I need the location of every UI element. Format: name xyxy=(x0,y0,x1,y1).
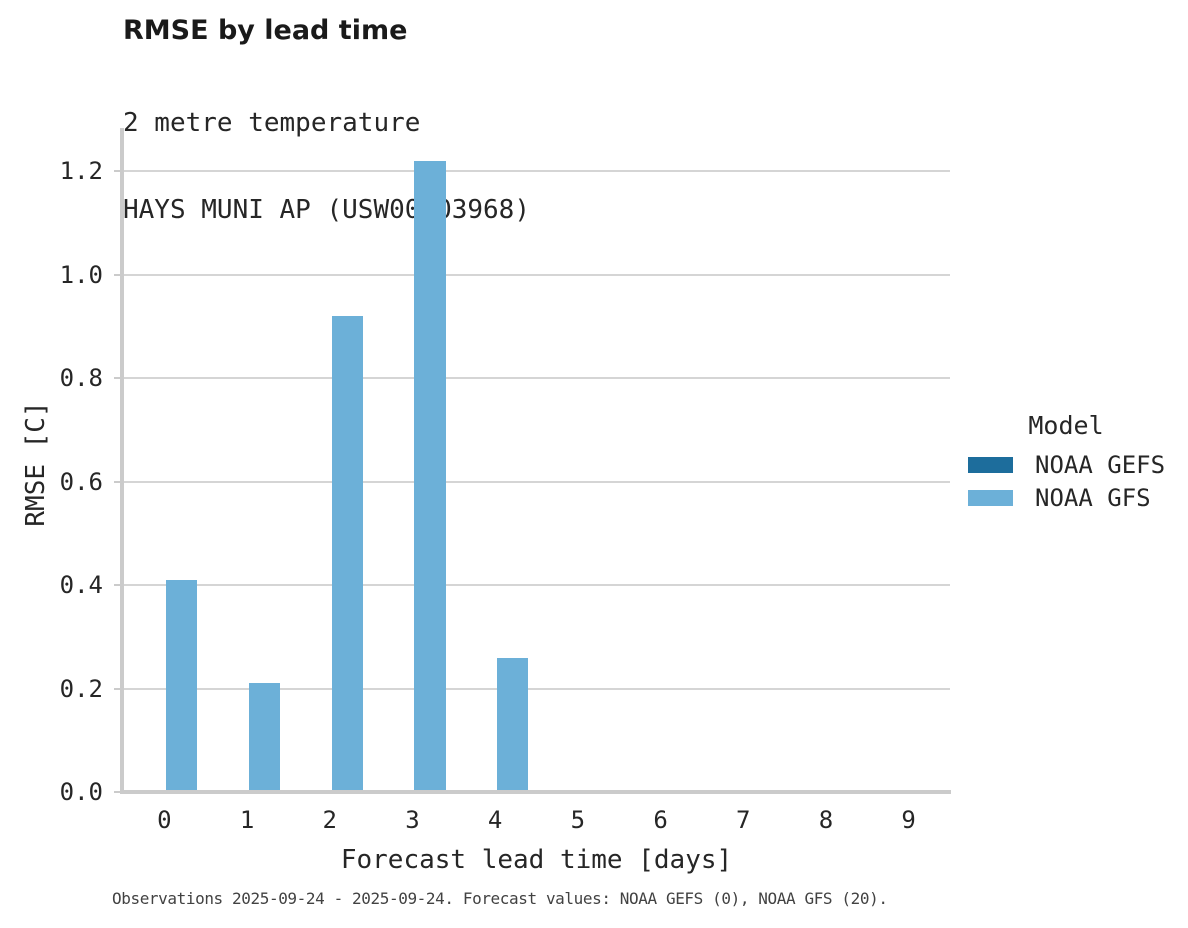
y-tick-label: 0.0 xyxy=(59,778,103,806)
x-tick-label-6: 6 xyxy=(653,806,668,834)
gridline-y-1.2 xyxy=(123,170,950,173)
y-tick-label: 1.2 xyxy=(59,157,103,186)
x-axis-spine xyxy=(120,790,951,794)
bar-noaa-gfs-lead-4 xyxy=(497,657,529,792)
legend-label: NOAA GFS xyxy=(1035,483,1151,512)
x-tick-label-1: 1 xyxy=(239,806,255,834)
legend-swatch-noaa-gefs xyxy=(968,456,1013,473)
y-axis-spine xyxy=(120,128,124,794)
x-tick-label-9: 9 xyxy=(901,806,916,834)
bar-noaa-gfs-lead-2 xyxy=(331,316,363,792)
legend-swatch-noaa-gfs xyxy=(968,489,1013,506)
gridline-y-0.8 xyxy=(123,377,950,380)
y-tick-mark xyxy=(114,273,121,276)
gridline-y-0.4 xyxy=(123,584,950,587)
legend-item-noaa-gfs: NOAA GFS xyxy=(960,481,1172,514)
x-tick-label-0: 0 xyxy=(157,806,172,834)
gridline-y-0.6 xyxy=(123,480,950,483)
legend-title: Model xyxy=(1028,411,1104,440)
x-tick-label-2: 2 xyxy=(322,806,337,834)
y-tick-label: 0.4 xyxy=(59,571,103,600)
caption: Observations 2025-09-24 - 2025-09-24. Fo… xyxy=(112,889,888,908)
plot-area: 0.0 0.2 0.4 0.6 0.8 1.0 1.2 0 1 2 3 4 5 6 7 8 9 xyxy=(60,128,951,834)
x-tick-label-7: 7 xyxy=(736,806,751,834)
bar-noaa-gfs-lead-1 xyxy=(249,683,281,792)
x-tick-label-5: 5 xyxy=(570,806,586,834)
bar-noaa-gfs-lead-3 xyxy=(414,161,446,792)
y-tick-label: 0.8 xyxy=(59,364,103,393)
chart-subtitle-variable: 2 metre temperature xyxy=(123,108,421,138)
legend-item-noaa-gefs: NOAA GEFS xyxy=(960,448,1172,481)
y-tick-mark xyxy=(114,480,121,483)
y-tick-label: 0.6 xyxy=(59,467,103,496)
y-tick-mark xyxy=(114,170,121,173)
x-tick-label-4: 4 xyxy=(487,806,503,834)
y-tick-mark xyxy=(114,687,121,690)
chart-title: RMSE by lead time xyxy=(123,15,408,46)
y-tick-mark xyxy=(114,377,121,380)
legend-label: NOAA GEFS xyxy=(1035,450,1166,479)
x-axis-label: Forecast lead time [days] xyxy=(340,845,733,875)
gridline-y-0.2 xyxy=(123,687,950,690)
legend-items: NOAA GEFS NOAA GFS xyxy=(960,448,1172,514)
x-tick-label-8: 8 xyxy=(818,806,834,834)
legend: Model NOAA GEFS NOAA GFS xyxy=(960,409,1172,514)
y-tick-label: 0.2 xyxy=(59,674,103,703)
bar-noaa-gfs-lead-0 xyxy=(166,579,198,792)
y-tick-mark xyxy=(114,584,121,587)
x-tick-label-3: 3 xyxy=(405,806,420,834)
y-axis-label: RMSE [C] xyxy=(21,401,51,527)
y-tick-mark xyxy=(114,791,121,793)
gridline-y-1.0 xyxy=(123,273,950,276)
y-tick-label: 1.0 xyxy=(59,260,103,289)
